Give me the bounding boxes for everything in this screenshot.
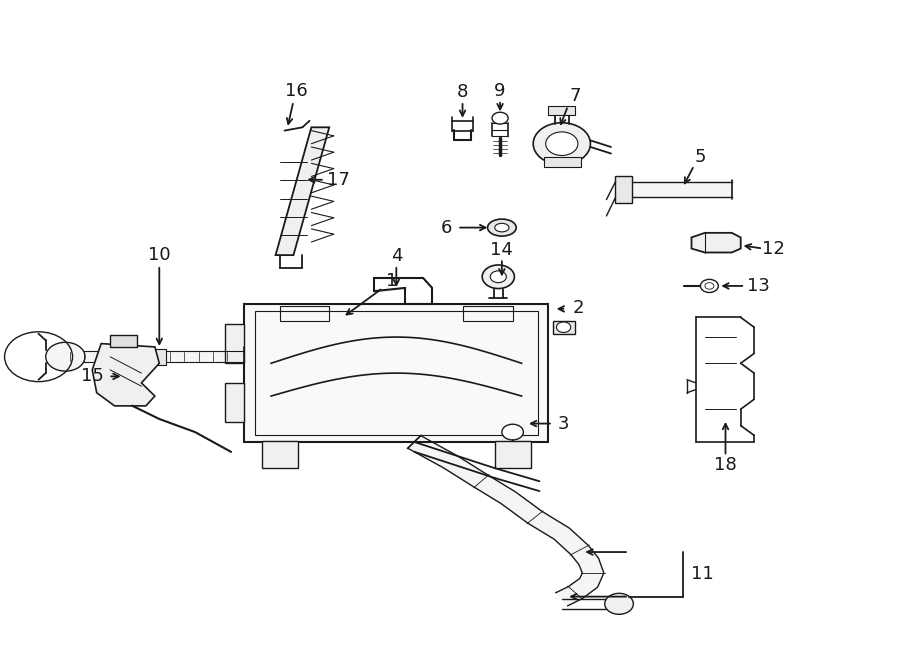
Circle shape xyxy=(533,123,590,165)
Bar xyxy=(262,441,298,468)
Text: 7: 7 xyxy=(570,87,581,105)
Circle shape xyxy=(705,283,714,290)
Bar xyxy=(616,176,632,203)
Polygon shape xyxy=(275,128,329,255)
Text: 17: 17 xyxy=(327,171,349,189)
Text: 3: 3 xyxy=(558,414,570,432)
Bar xyxy=(150,349,166,365)
Text: 6: 6 xyxy=(441,219,452,237)
Text: 14: 14 xyxy=(491,241,513,259)
Bar xyxy=(544,157,581,167)
Circle shape xyxy=(545,132,578,155)
Ellipse shape xyxy=(495,223,509,232)
Text: 2: 2 xyxy=(572,299,584,317)
Bar xyxy=(495,441,530,468)
Text: 12: 12 xyxy=(762,239,785,258)
Text: 11: 11 xyxy=(691,565,714,583)
Polygon shape xyxy=(408,436,604,605)
Text: 18: 18 xyxy=(714,456,737,474)
Circle shape xyxy=(556,322,571,332)
Text: 8: 8 xyxy=(457,83,468,101)
Bar xyxy=(110,335,137,347)
Polygon shape xyxy=(92,344,159,406)
Circle shape xyxy=(605,594,634,614)
Circle shape xyxy=(482,265,515,289)
Bar xyxy=(225,383,244,422)
Text: 16: 16 xyxy=(284,82,308,100)
Text: 13: 13 xyxy=(747,277,770,295)
Circle shape xyxy=(502,424,523,440)
Bar xyxy=(548,106,575,115)
Bar xyxy=(255,311,537,436)
Circle shape xyxy=(491,271,507,283)
Bar xyxy=(553,321,575,334)
Circle shape xyxy=(46,342,86,371)
Text: 4: 4 xyxy=(391,247,402,266)
Polygon shape xyxy=(691,233,741,253)
Text: 15: 15 xyxy=(81,368,104,385)
Ellipse shape xyxy=(488,219,517,236)
Circle shape xyxy=(492,112,508,124)
Text: 5: 5 xyxy=(695,148,707,166)
Bar xyxy=(244,304,548,442)
Text: 9: 9 xyxy=(494,81,506,100)
Bar xyxy=(464,306,513,321)
Polygon shape xyxy=(629,182,732,198)
Text: 10: 10 xyxy=(148,246,171,264)
Bar xyxy=(280,306,329,321)
Text: 1: 1 xyxy=(386,272,398,290)
Circle shape xyxy=(700,280,718,292)
Polygon shape xyxy=(70,352,244,362)
Bar xyxy=(225,324,244,364)
